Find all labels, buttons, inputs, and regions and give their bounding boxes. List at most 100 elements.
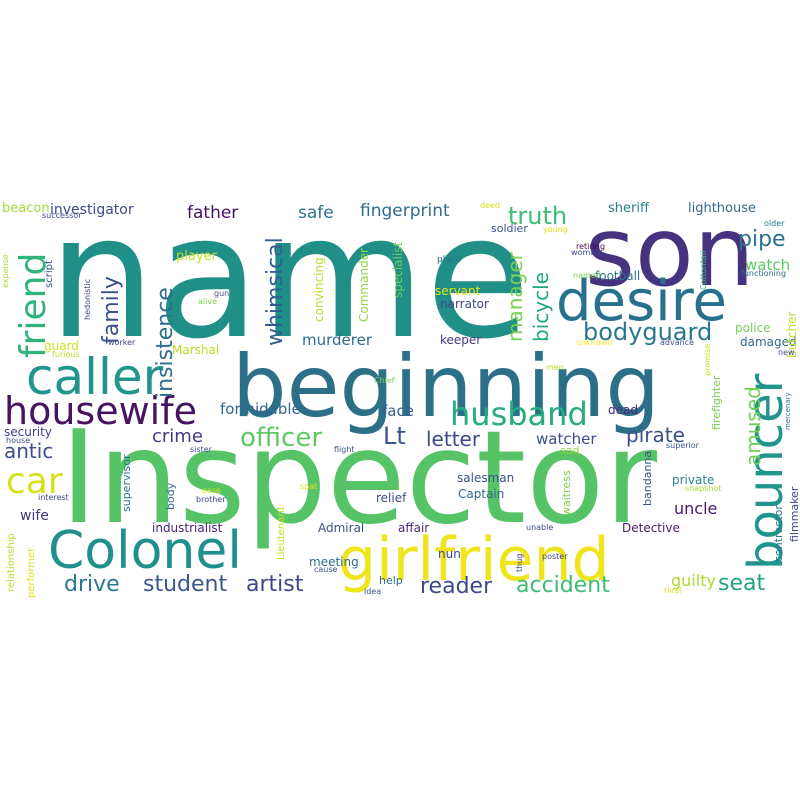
word-antic: antic: [4, 439, 53, 463]
word-uncle: uncle: [674, 499, 717, 518]
word-accident: accident: [516, 573, 610, 598]
word-private: private: [672, 473, 714, 487]
word-performer: performer: [26, 547, 37, 598]
word-supervisor: supervisor: [120, 454, 133, 512]
word-captain: Captain: [458, 487, 504, 501]
word-industrialist: industrialist: [152, 521, 223, 535]
word-family: family: [99, 276, 124, 344]
word-colonel: Colonel: [48, 521, 242, 581]
word-interest: interest: [38, 493, 69, 502]
word-officer: officer: [240, 423, 322, 453]
word-unable: unable: [526, 523, 553, 532]
word-nun: nun: [438, 547, 461, 561]
word-lieutenant: Lieutenant: [276, 506, 287, 560]
word-flight: flight: [334, 445, 355, 454]
word-servant: servant: [435, 284, 481, 298]
word-spat: spat: [300, 482, 317, 491]
word-sad: sad: [560, 444, 579, 457]
word-investigator: investigator: [50, 202, 134, 218]
word-snapshot: snapshot: [685, 484, 722, 493]
word-place: place: [437, 255, 462, 265]
word-keeper: keeper: [440, 333, 481, 347]
word-functioning: functioning: [741, 269, 786, 278]
word-sister: sister: [190, 445, 213, 454]
word-reader: reader: [420, 574, 493, 599]
word-deed: deed: [480, 201, 500, 210]
word-safe: safe: [298, 203, 334, 223]
word-face: face: [382, 402, 414, 420]
word-wife: wife: [20, 508, 49, 524]
word-father: father: [187, 203, 238, 223]
word-body: body: [164, 482, 177, 510]
word-insistence: insistence: [153, 287, 178, 398]
word-help: help: [379, 574, 403, 587]
word-pipe: pipe: [738, 227, 786, 252]
word-expense: expense: [1, 254, 10, 288]
word-furious: furious: [52, 350, 80, 359]
word-affair: affair: [398, 521, 429, 535]
word-narrator: narrator: [440, 297, 489, 311]
word-watcher: watcher: [536, 430, 597, 448]
word-drive: drive: [64, 572, 120, 597]
word-lt: Lt: [383, 422, 406, 450]
word-detective: Detective: [622, 521, 680, 535]
word-friend: friend: [13, 253, 54, 358]
word-crime: crime: [152, 426, 203, 447]
word-name: name: [48, 179, 530, 377]
word-son: son: [585, 196, 755, 308]
word-manager: manager: [503, 251, 527, 342]
word-sheriff: sheriff: [608, 201, 650, 216]
word-cause: cause: [314, 565, 338, 574]
word-bodyguard: bodyguard: [583, 318, 712, 346]
word-house: house: [6, 436, 30, 445]
word-guard: guard: [44, 339, 79, 353]
word-formidable: formidable: [220, 400, 301, 418]
word-unknown: unknown: [576, 338, 612, 347]
word-artist: artist: [246, 572, 304, 597]
word-relief: relief: [376, 491, 407, 505]
word-poster: poster: [542, 552, 568, 561]
word-truth: truth: [508, 202, 567, 230]
word-marshal: Marshal: [172, 343, 219, 357]
word-car: car: [6, 461, 63, 502]
word-advance: advance: [660, 338, 694, 347]
word-retiring: retiring: [576, 242, 605, 251]
word-young: young: [543, 225, 568, 234]
word-firefighter: firefighter: [710, 375, 723, 430]
word-inspector: Inspector: [60, 404, 657, 553]
word-superior: superior: [666, 441, 700, 450]
word-gun: gun: [214, 289, 229, 298]
word-bicycle: bicycle: [529, 272, 553, 342]
word-dead: dead: [608, 403, 638, 417]
word-waitress: waitress: [560, 470, 573, 516]
word-commander: Commander: [357, 248, 371, 322]
word-police: police: [735, 321, 771, 335]
word-girlfriend: girlfriend: [338, 525, 610, 595]
word-amused: amused: [741, 386, 765, 466]
word-murderer: murderer: [302, 331, 373, 349]
word-soldier: soldier: [491, 222, 528, 235]
word-cottontail: Cottontail: [699, 251, 708, 290]
word-convincing: convincing: [312, 257, 326, 322]
word-promise: promise: [703, 344, 712, 376]
word-seat: seat: [718, 571, 765, 596]
word-caller: caller: [26, 348, 164, 406]
word-woman: woman: [571, 248, 600, 257]
word-older: older: [764, 219, 785, 228]
word-housewife: housewife: [4, 389, 197, 433]
word-desire: desire: [556, 269, 727, 334]
word-bandanna: bandanna: [641, 451, 654, 506]
word-worker: worker: [108, 338, 136, 347]
word-thug: thug: [515, 554, 524, 572]
word-alive: alive: [198, 297, 217, 306]
word-contractor: contractor: [772, 505, 785, 562]
word-guilty: guilty: [671, 571, 716, 590]
word-bouncer: bouncer: [738, 373, 794, 570]
word-watch: watch: [745, 256, 790, 274]
word-football: football: [595, 269, 640, 283]
word-specialist: specialist: [391, 242, 405, 298]
word-idea: idea: [364, 587, 381, 596]
word-filmmaker: filmmaker: [788, 486, 800, 542]
word-pirate: pirate: [626, 423, 685, 447]
